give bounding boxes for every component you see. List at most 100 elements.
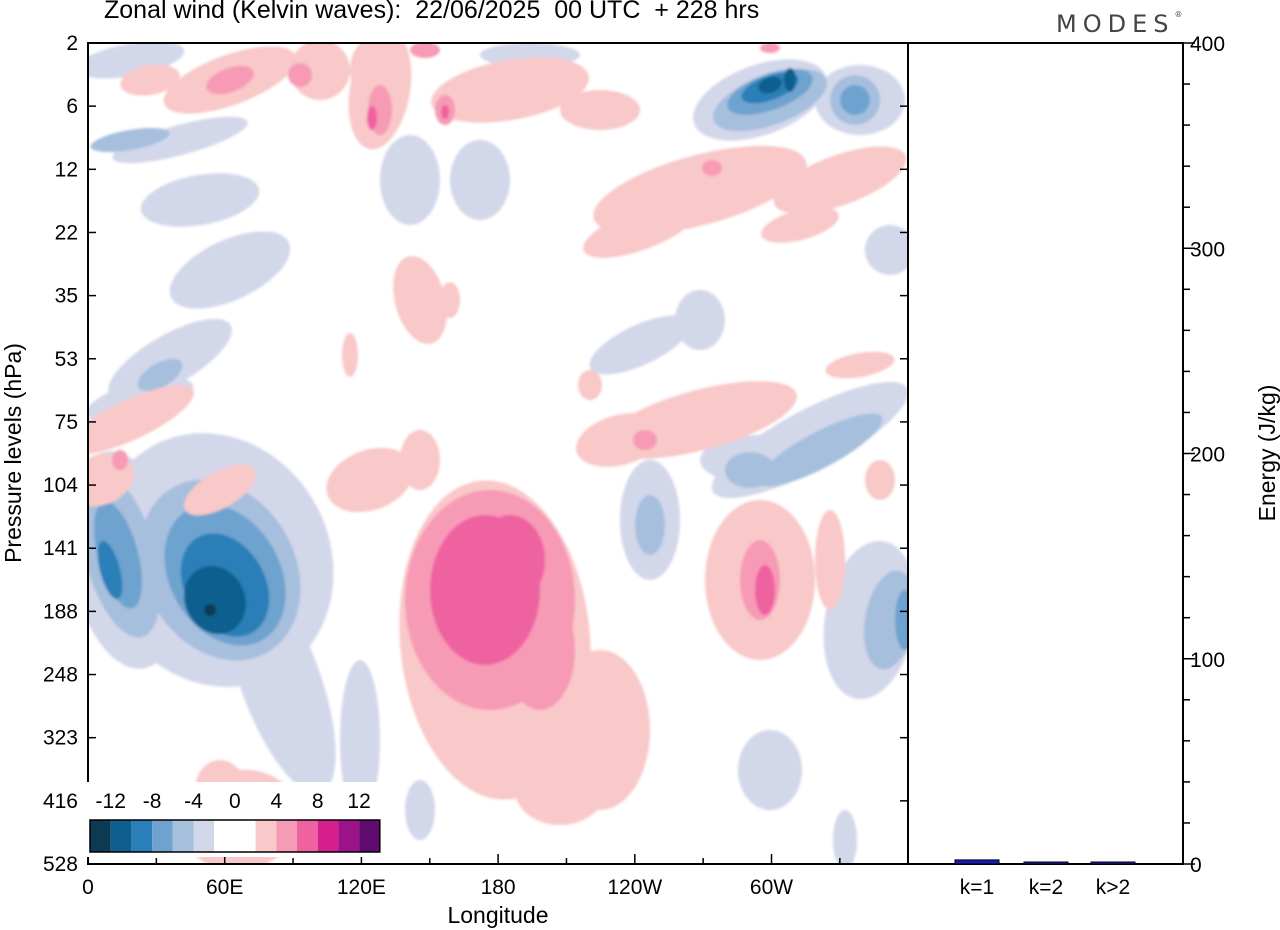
westerly-contour (206, 65, 254, 95)
westerly-contour (825, 351, 895, 379)
pressure-axis: 2 6 12 22 35 53 75 104 141 188 248 323 416 528 (43, 32, 908, 876)
easterly-contour (833, 810, 857, 864)
energy-bar (954, 859, 1000, 865)
colorbar-cell (276, 820, 297, 852)
easterly-contour (895, 590, 908, 650)
x-axis-title: Longitude (447, 902, 548, 928)
easterly-contour (184, 565, 246, 635)
y-tick-label: 6 (66, 95, 78, 118)
westerly-contour (400, 430, 440, 490)
energy-axis: 0 100 200 300 400 (1183, 33, 1225, 877)
westerly-contour (288, 63, 312, 87)
colorbar-frame (89, 819, 381, 853)
y-tick-label: 248 (43, 664, 78, 687)
easterly-contour (140, 173, 260, 227)
easterly-contour (450, 140, 510, 220)
easterly-contour (758, 76, 782, 94)
westerly-contour (515, 755, 605, 825)
y-tick-label: 188 (43, 600, 78, 623)
energy-bar-label: k=2 (1029, 876, 1063, 899)
energy-bar (1090, 861, 1136, 865)
y-tick-label: 12 (55, 158, 78, 181)
energy-bar (1023, 861, 1069, 865)
y-tick-label: 75 (55, 411, 78, 434)
wind-contours (88, 43, 908, 864)
easterly-contour (94, 501, 142, 609)
westerly-contour (184, 464, 256, 516)
westerly-contour (88, 385, 195, 455)
colorbar-label: 8 (312, 790, 324, 813)
westerly-contour (112, 450, 128, 470)
westerly-contour (367, 106, 377, 130)
y-tick-label: 22 (55, 221, 78, 244)
colorbar-cell (359, 820, 380, 852)
colorbar-label: -4 (184, 790, 203, 813)
colorbar-label: 12 (347, 790, 370, 813)
westerly-contour (865, 460, 895, 500)
y-tick-label: 141 (43, 537, 78, 560)
colorbar-cell (193, 820, 215, 852)
westerly-contour (431, 57, 589, 123)
colorbar-cell (297, 820, 318, 852)
y-tick-label: 53 (55, 348, 78, 371)
energy-tick-label: 0 (1190, 854, 1202, 877)
westerly-contour (583, 202, 697, 258)
x-tick-label: 0 (82, 876, 94, 899)
easterly-contour (380, 135, 440, 225)
colorbar-cell (172, 820, 194, 852)
easterly-contour (635, 495, 665, 555)
easterly-contour (725, 452, 775, 488)
colorbar-cell (90, 820, 111, 852)
energy-tick-label: 400 (1190, 33, 1225, 56)
y-tick-label: 104 (43, 474, 78, 497)
colorbar-label: 4 (270, 790, 282, 813)
longitude-axis: 0 60E 120E 180 120W 60W (82, 854, 909, 899)
westerly-contour (773, 146, 907, 214)
energy-tick-label: 300 (1190, 238, 1225, 261)
modes-logo: MODES® (1056, 10, 1183, 38)
westerly-contour (755, 565, 775, 615)
colorbar-legend: -12 -8 -4 0 4 8 12 (86, 782, 386, 857)
westerly-contour (760, 43, 780, 53)
colorbar-cell (152, 820, 173, 852)
westerly-contour (702, 160, 722, 176)
colorbar-cell (131, 820, 153, 852)
energy-tick-label: 100 (1190, 649, 1225, 672)
westerly-contour (633, 430, 657, 450)
energy-axis-title: Energy (J/kg) (1254, 385, 1280, 522)
colorbar-label: -12 (96, 790, 126, 813)
colorbar-cell (255, 820, 277, 852)
easterly-contour (405, 780, 435, 840)
easterly-contour (784, 68, 796, 92)
colorbar-cell (317, 820, 339, 852)
x-tick-label: 60W (750, 876, 793, 899)
x-tick-label: 60E (206, 876, 243, 899)
colorbar-label: -8 (143, 790, 162, 813)
easterly-contour (738, 730, 802, 810)
easterly-contour (137, 358, 183, 392)
westerly-contour (393, 256, 447, 344)
westerly-contour (576, 413, 664, 467)
colorbar-cell (214, 820, 235, 852)
westerly-contour (815, 510, 845, 610)
x-tick-label: 120E (337, 876, 386, 899)
easterly-contour (865, 225, 908, 275)
westerly-contour (440, 282, 460, 318)
energy-bar-label: k=1 (960, 876, 994, 899)
westerly-contour (326, 447, 414, 513)
y-tick-label: 35 (55, 285, 78, 308)
easterly-contour (589, 315, 691, 375)
colorbar-label: 0 (229, 790, 241, 813)
energy-bar-label: k>2 (1096, 876, 1130, 899)
x-tick-label: 180 (481, 876, 516, 899)
easterly-contour (97, 540, 123, 600)
y-tick-label: 323 (43, 727, 78, 750)
westerly-contour (560, 90, 640, 130)
westerly-contour (475, 515, 545, 605)
y-tick-label: 528 (43, 853, 78, 876)
y-tick-label: 2 (66, 32, 78, 55)
energy-bars: k=1 k=2 k>2 (954, 859, 1136, 899)
easterly-contour (204, 604, 216, 616)
easterly-contour (675, 290, 725, 350)
